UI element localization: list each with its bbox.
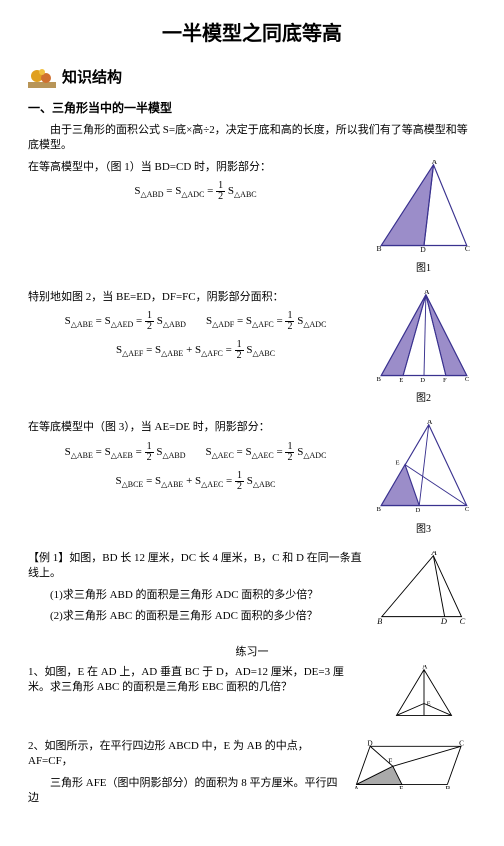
block2-text: 特别地如图 2，当 BE=ED，DF=FC，阴影部分面积： (28, 290, 363, 305)
page-title: 一半模型之同底等高 (28, 20, 476, 48)
svg-text:E: E (399, 377, 403, 384)
svg-text:F: F (443, 377, 447, 384)
svg-text:A: A (426, 420, 432, 426)
svg-text:A: A (424, 290, 430, 296)
practice-title: 练习一 (28, 645, 476, 660)
block3-formula-row2: S△BCE = S△ABE + S△AEC = 12 S△ABC (28, 471, 363, 492)
ex1-q2: (2)求三角形 ABC 的面积是三角形 ADC 面积的多少倍？ (28, 609, 363, 624)
block-3: 在等底模型中（图 3），当 AE=DE 时，阴影部分： S△ABE = S△AE… (28, 420, 476, 536)
svg-text:B: B (376, 507, 381, 514)
section-header: 知识结构 (28, 66, 476, 90)
fig1-label: 图1 (371, 262, 476, 276)
figure-p2: D C A E B F (346, 739, 476, 789)
fig2-label: 图2 (371, 392, 476, 406)
svg-text:D: D (439, 616, 446, 626)
practice-2: 2、如图所示，在平行四边形 ABCD 中，E 为 AB 的中点，AF=CF， 三… (28, 739, 476, 813)
svg-text:D: D (420, 245, 426, 254)
svg-text:E: E (399, 785, 404, 789)
svg-text:E: E (395, 460, 399, 467)
example-1: 【例 1】如图，BD 长 12 厘米，DC 长 4 厘米，B，C 和 D 在同一… (28, 551, 476, 631)
svg-text:D: D (367, 739, 372, 747)
svg-text:C: C (459, 616, 465, 626)
figure-p1: A E (384, 665, 464, 720)
svg-text:D: D (420, 377, 425, 384)
svg-text:E: E (426, 700, 430, 707)
svg-text:B: B (376, 244, 381, 253)
block2-formula-row2: S△AEF = S△ABE + S△AFC = 12 S△ABC (28, 340, 363, 361)
intro-text: 由于三角形的面积公式 S=底×高÷2，决定于底和高的长度，所以我们有了等高模型和… (28, 123, 476, 154)
practice-1: 1、如图，E 在 AD 上，AD 垂直 BC 于 D，AD=12 厘米，DE=3… (28, 665, 476, 725)
figure-2: A B E D F C (374, 290, 474, 385)
block1-formula: S△ABD = S△ADC = 12 S△ABC (28, 181, 363, 202)
knowledge-icon (28, 66, 56, 90)
svg-text:C: C (464, 507, 469, 514)
svg-text:B: B (377, 616, 382, 626)
knowledge-label: 知识结构 (62, 68, 122, 89)
svg-text:A: A (430, 551, 437, 557)
svg-text:B: B (446, 785, 451, 789)
heading-1: 一、三角形当中的一半模型 (28, 100, 476, 117)
block-1: 在等高模型中，（图 1）当 BD=CD 时，阴影部分： S△ABD = S△AD… (28, 160, 476, 276)
svg-text:C: C (459, 739, 464, 747)
block1-text: 在等高模型中，（图 1）当 BD=CD 时，阴影部分： (28, 160, 363, 175)
block-2: 特别地如图 2，当 BE=ED，DF=FC，阴影部分面积： S△ABE = S△… (28, 290, 476, 406)
svg-text:A: A (422, 665, 428, 671)
ex1-head: 【例 1】如图，BD 长 12 厘米，DC 长 4 厘米，B，C 和 D 在同一… (28, 551, 363, 582)
svg-text:B: B (376, 376, 381, 383)
svg-text:A: A (354, 785, 360, 789)
figure-3: A E B D C (374, 420, 474, 515)
figure-1: A B D C (374, 160, 474, 255)
svg-text:C: C (464, 244, 469, 253)
svg-text:C: C (464, 376, 469, 383)
practice1-text: 1、如图，E 在 AD 上，AD 垂直 BC 于 D，AD=12 厘米，DE=3… (28, 665, 363, 696)
figure-ex1: A B D C (374, 551, 474, 626)
block3-formula-row1: S△ABE = S△AEB = 12 S△ABD S△AEC = S△AEC =… (28, 442, 363, 463)
block2-formula-row1: S△ABE = S△AED = 12 S△ABD S△ADF = S△AFC =… (28, 311, 363, 332)
ex1-q1: (1)求三角形 ABD 的面积是三角形 ADC 面积的多少倍？ (28, 588, 363, 603)
svg-text:A: A (431, 160, 437, 166)
block3-text: 在等底模型中（图 3），当 AE=DE 时，阴影部分： (28, 420, 363, 435)
practice2-text-b: 三角形 AFE（图中阴影部分）的面积为 8 平方厘米。平行四边 (28, 776, 338, 807)
svg-text:D: D (415, 508, 420, 515)
practice2-text-a: 2、如图所示，在平行四边形 ABCD 中，E 为 AB 的中点，AF=CF， (28, 739, 338, 770)
fig3-label: 图3 (371, 523, 476, 537)
svg-text:F: F (388, 757, 392, 765)
